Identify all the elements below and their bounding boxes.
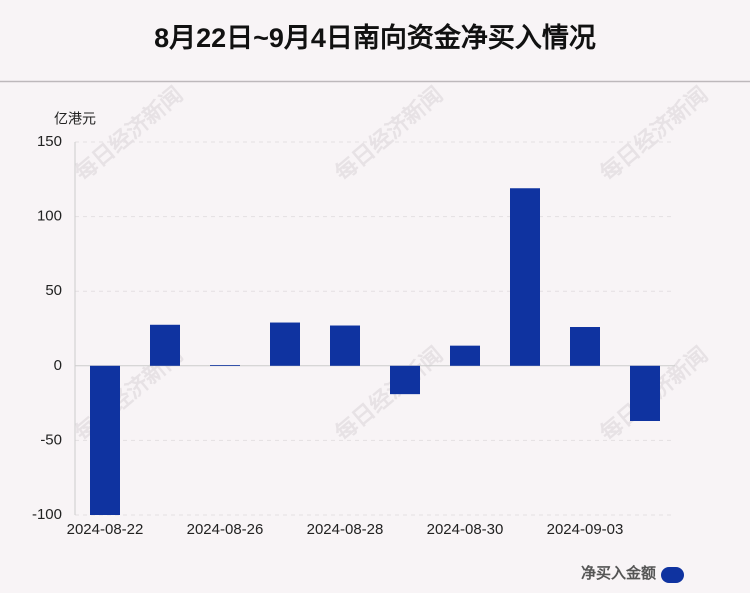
bar [570, 327, 600, 366]
bar [90, 365, 120, 515]
x-tick-label: 2024-08-30 [427, 521, 504, 538]
bar [210, 365, 240, 366]
y-axis-unit: 亿港元 [54, 111, 96, 127]
y-tick-label: -50 [40, 431, 62, 448]
y-tick-label: -100 [32, 506, 62, 523]
bar [270, 322, 300, 366]
bar [450, 345, 480, 366]
chart-title: 8月22日~9月4日南向资金净买入情况 [154, 22, 596, 53]
bar [330, 325, 360, 366]
y-tick-label: 0 [54, 357, 62, 374]
bar [510, 188, 540, 366]
bar [630, 365, 660, 422]
legend-label: 净买入金额 [581, 564, 656, 582]
x-tick-label: 2024-08-22 [67, 521, 144, 538]
bar [150, 324, 180, 366]
x-tick-label: 2024-08-26 [187, 521, 264, 538]
legend-swatch [661, 567, 684, 583]
y-tick-label: 100 [37, 208, 62, 225]
bar [390, 365, 420, 395]
y-tick-label: 150 [37, 133, 62, 150]
x-tick-label: 2024-08-28 [307, 521, 384, 538]
x-tick-label: 2024-09-03 [547, 521, 624, 538]
y-tick-label: 50 [45, 282, 62, 299]
